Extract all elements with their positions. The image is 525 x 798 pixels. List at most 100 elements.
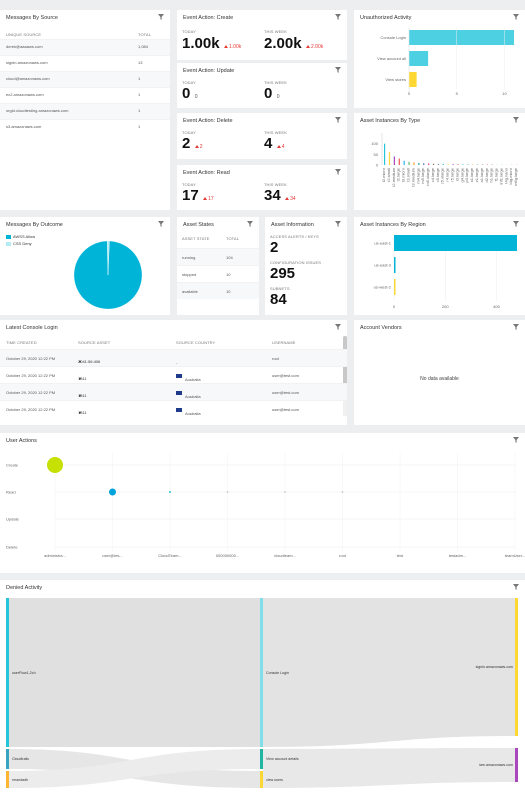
table-row[interactable]: derek@aaaaws.com 1,084 [0, 39, 170, 55]
bubble[interactable] [341, 491, 344, 493]
bar[interactable] [394, 279, 396, 295]
tick-label: 50 [374, 152, 379, 157]
subnets-label: SUBNETS [270, 286, 290, 291]
bar[interactable] [442, 163, 444, 165]
x-category-label: test [397, 553, 404, 558]
bar[interactable] [388, 152, 391, 165]
filter-icon[interactable] [513, 584, 519, 590]
bar[interactable] [398, 158, 400, 165]
panel-title: Denied Activity [6, 585, 43, 591]
column-header-state: ASSET STATE [182, 236, 210, 241]
bubble[interactable] [284, 491, 286, 493]
category-label: h1.large [489, 167, 494, 182]
bar[interactable] [409, 51, 429, 66]
table-row[interactable]: s3.amazonaws.com 1 [0, 119, 170, 135]
bar[interactable] [394, 257, 396, 273]
sankey-node-label: view users [266, 777, 283, 782]
sankey-node[interactable] [515, 598, 518, 736]
sankey-node[interactable] [260, 598, 263, 747]
table-row[interactable]: available 10 [177, 282, 259, 299]
filter-icon[interactable] [513, 324, 519, 330]
week-label: THIS WEEK [264, 130, 287, 135]
bar[interactable] [409, 30, 514, 45]
panel-title: Event Action: Read [183, 170, 230, 176]
table-row[interactable]: October 29, 2020 12:22 PM 1311 ▼ Austral… [0, 400, 347, 417]
bubble[interactable] [226, 491, 229, 493]
username-cell: root [272, 356, 279, 361]
table-row[interactable]: orgid.cloudtesting.amazonaws.com 1 [0, 103, 170, 119]
bar[interactable] [409, 72, 417, 87]
category-label: i3.large [454, 167, 459, 181]
filter-icon[interactable] [335, 169, 341, 175]
column-header-country: SOURCE COUNTRY [176, 340, 216, 345]
filter-icon[interactable] [513, 117, 519, 123]
bar[interactable] [384, 143, 386, 165]
panel-title: Event Action: Update [183, 68, 235, 74]
filter-icon[interactable] [335, 221, 341, 227]
category-label: View account all [377, 56, 406, 61]
bar[interactable] [457, 164, 459, 165]
sankey-node[interactable] [260, 771, 263, 788]
table-row[interactable]: cloud@amazonaws.com 1 [0, 71, 170, 87]
y-category-label: Update [6, 517, 20, 522]
bar[interactable] [447, 164, 449, 165]
table-row[interactable]: ec2.amazonaws.com 1 [0, 87, 170, 103]
bar[interactable] [452, 164, 454, 165]
bar[interactable] [432, 163, 435, 165]
bubble[interactable] [109, 488, 116, 496]
australia-flag-icon [176, 408, 182, 412]
filter-icon[interactable] [335, 67, 341, 73]
table-row[interactable]: running 104 [177, 248, 259, 265]
bar[interactable] [437, 163, 440, 165]
bar[interactable] [408, 161, 410, 165]
sankey-node[interactable] [6, 771, 9, 788]
total-cell: 10 [226, 272, 231, 277]
table-row[interactable]: signin.amazonaws.com 13 [0, 55, 170, 71]
bubble[interactable] [47, 457, 63, 473]
legend-swatch [6, 234, 11, 239]
sankey-node[interactable] [515, 748, 518, 782]
panel-title: Event Action: Create [183, 15, 234, 21]
bar[interactable] [467, 164, 469, 165]
table-row[interactable]: stopped 10 [177, 265, 259, 282]
bar[interactable] [428, 163, 430, 165]
panel-title: Latest Console Login [6, 325, 58, 331]
pie-slice[interactable] [107, 240, 110, 276]
bar[interactable] [423, 163, 425, 165]
filter-icon[interactable] [335, 14, 341, 20]
access-keys-label: ACCESS ALERTS / KEYS [270, 234, 319, 239]
sankey-node[interactable] [6, 749, 9, 769]
panel-title: Asset States [183, 222, 214, 228]
x-category-label: 000000000... [216, 553, 239, 558]
filter-icon[interactable] [335, 324, 341, 330]
messages-by-source-panel: Messages By Source UNIQUE SOURCE TOTAL d… [0, 10, 170, 210]
week-value: 0 [264, 85, 273, 102]
filter-icon[interactable] [513, 14, 519, 20]
source-cell: derek@aaaaws.com [6, 44, 43, 49]
column-header-time: TIME CREATED [6, 340, 37, 345]
messages-by-outcome-panel: Messages By Outcome AWSS Allow CSS Deny [0, 217, 170, 315]
bar[interactable] [418, 162, 420, 165]
table-row[interactable]: October 29, 2020 12:22 PM 1311 ▼ Austral… [0, 366, 347, 383]
filter-icon[interactable] [335, 117, 341, 123]
bar[interactable] [462, 164, 464, 165]
bar[interactable] [393, 156, 395, 165]
today-label: TODAY [182, 182, 196, 187]
filter-icon[interactable] [158, 221, 164, 227]
bar[interactable] [403, 160, 405, 165]
bar[interactable] [394, 235, 517, 251]
bar[interactable] [413, 162, 415, 165]
table-row[interactable]: October 29, 2020 12:22 PM 1311 ▼ Austral… [0, 383, 347, 400]
sankey-node[interactable] [6, 598, 9, 747]
tick-label: 0 [408, 91, 411, 96]
up-arrow-icon [203, 197, 208, 200]
filter-icon[interactable] [158, 14, 164, 20]
table-row[interactable]: October 29, 2020 12:22 PM 2041:56:406 ▼ … [0, 349, 347, 366]
filter-icon[interactable] [513, 221, 519, 227]
category-label: t2.micro [381, 167, 386, 182]
username-cell: user@test.com [272, 407, 299, 412]
filter-icon[interactable] [247, 221, 253, 227]
sankey-node[interactable] [260, 749, 263, 769]
bubble[interactable] [169, 491, 171, 493]
filter-icon[interactable] [513, 437, 519, 443]
